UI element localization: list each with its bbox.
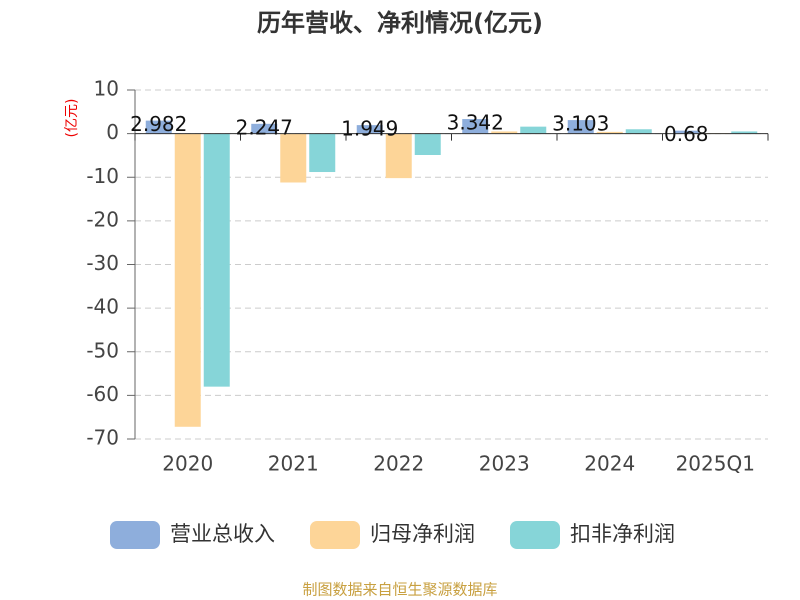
bar xyxy=(203,133,230,387)
x-tick-label: 2020 xyxy=(162,452,213,476)
y-tick-label: -60 xyxy=(86,382,119,406)
y-tick-label: -10 xyxy=(86,164,119,188)
y-tick-label: -30 xyxy=(86,251,119,275)
bar xyxy=(673,130,700,134)
bar xyxy=(251,123,278,134)
bar xyxy=(414,133,441,156)
bar xyxy=(174,133,201,427)
legend-swatch xyxy=(310,521,360,549)
bar xyxy=(280,133,307,183)
x-tick-label: 2025Q1 xyxy=(676,452,755,476)
bar xyxy=(731,131,758,134)
bar xyxy=(356,125,383,134)
bar xyxy=(145,120,172,134)
y-tick-label: -50 xyxy=(86,338,119,362)
legend-swatch xyxy=(510,521,560,549)
data-label: 2.982 xyxy=(130,112,187,136)
bar xyxy=(462,119,489,134)
x-tick-label: 2023 xyxy=(479,452,530,476)
data-label: 2.247 xyxy=(236,115,293,139)
bar xyxy=(309,133,336,173)
y-tick-label: -70 xyxy=(86,426,119,450)
legend-label: 营业总收入 xyxy=(170,522,275,546)
data-label: 0.68 xyxy=(664,122,709,146)
bar xyxy=(625,129,652,134)
chart-title: 历年营收、净利情况(亿元) xyxy=(257,9,543,37)
bar xyxy=(385,133,412,179)
data-label: 3.342 xyxy=(447,111,504,135)
legend-swatch xyxy=(110,521,160,549)
legend-label: 扣非净利润 xyxy=(570,522,675,546)
source-note: 制图数据来自恒生聚源数据库 xyxy=(302,581,497,599)
y-tick-label: -40 xyxy=(86,295,119,319)
y-axis-label: (亿元) xyxy=(64,99,80,138)
legend-label: 归母净利润 xyxy=(370,522,475,546)
x-tick-label: 2022 xyxy=(373,452,424,476)
y-tick-label: -20 xyxy=(86,207,119,231)
data-label: 3.103 xyxy=(552,112,609,136)
y-tick-label: 10 xyxy=(94,77,119,101)
data-label: 1.949 xyxy=(341,117,398,141)
bar xyxy=(491,131,518,134)
bar xyxy=(520,126,547,134)
x-tick-label: 2024 xyxy=(584,452,635,476)
bar xyxy=(567,120,594,134)
bar xyxy=(596,131,623,134)
x-tick-label: 2021 xyxy=(268,452,319,476)
y-tick-label: 0 xyxy=(106,120,119,144)
